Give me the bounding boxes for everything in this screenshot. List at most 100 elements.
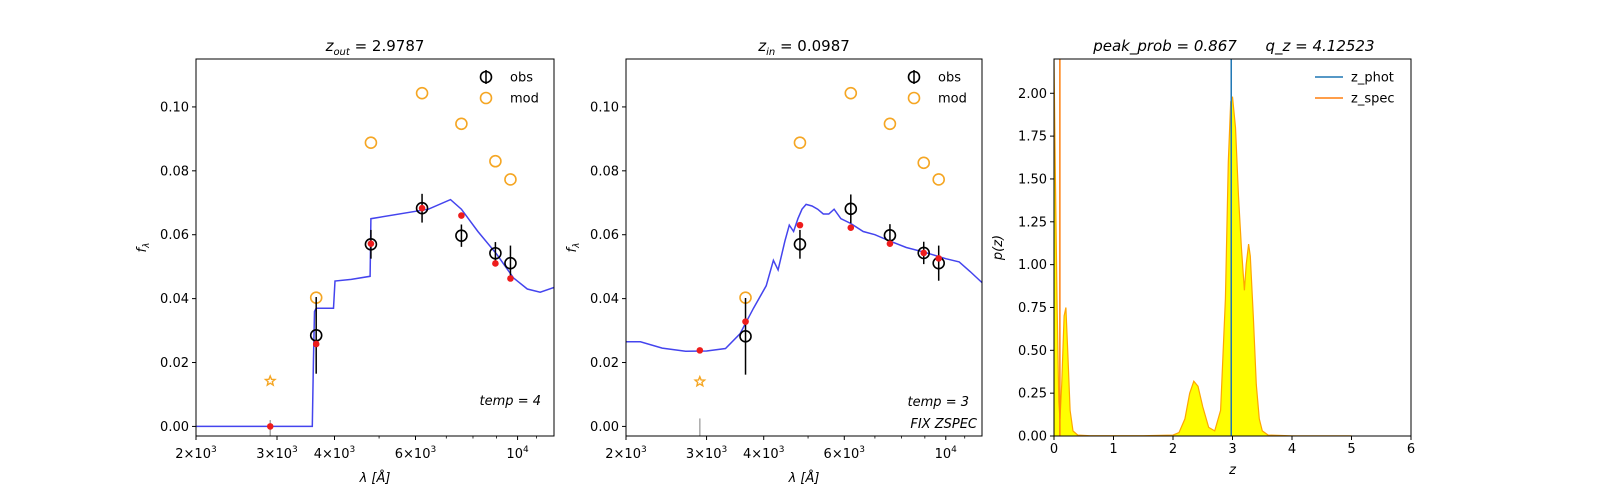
y-axis-label: fλ bbox=[565, 243, 582, 253]
y-tick-label: 0.10 bbox=[590, 100, 619, 115]
title-q-z: q_z = 4.12523 bbox=[1265, 37, 1374, 56]
mod-point bbox=[883, 117, 897, 131]
plot-area bbox=[626, 86, 982, 436]
pz-panel: 0.00 0.25 0.50 0.75 1.00 1.25 1.50 1.75 2.00 0 1 2 3… bbox=[991, 37, 1415, 478]
template-annotation: temp = 3 bbox=[908, 395, 969, 410]
obs-point bbox=[415, 201, 429, 215]
fix-zspec-annotation: FIX ZSPEC bbox=[910, 417, 978, 432]
legend-z-phot-label: z_phot bbox=[1351, 71, 1394, 86]
mod-point bbox=[489, 154, 502, 168]
mod-point bbox=[917, 156, 931, 170]
sed-curve bbox=[626, 203, 982, 353]
sed-panel-1: 0.000.020.040.060.080.102×103 3×103 4×103 6… bbox=[135, 37, 555, 486]
y-tick-label: 1.75 bbox=[1018, 130, 1047, 145]
y-tick-label: 0.08 bbox=[160, 164, 189, 179]
model-point bbox=[742, 318, 749, 325]
title-value: = 0.0987 bbox=[775, 37, 850, 55]
y-tick-label: 0.00 bbox=[160, 420, 189, 435]
obs-point bbox=[793, 238, 807, 251]
y-tick-label: 1.25 bbox=[1018, 215, 1047, 230]
title-peak-prob: peak_prob = 0.867 bbox=[1092, 37, 1237, 56]
legend-obs-marker bbox=[479, 70, 493, 84]
obs-point bbox=[504, 256, 517, 270]
mod-point bbox=[844, 86, 858, 100]
tick-base: 6×10 bbox=[395, 447, 431, 462]
legend-obs-marker bbox=[907, 70, 921, 84]
mod-point bbox=[793, 136, 807, 150]
legend-mod-label: mod bbox=[938, 92, 967, 107]
title-symbol: z bbox=[325, 37, 335, 55]
tick-base: 10 bbox=[935, 447, 952, 462]
title-subscript: out bbox=[333, 47, 350, 58]
y-tick-label: 0.02 bbox=[590, 356, 619, 371]
model-point bbox=[886, 240, 894, 247]
y-tick-label: 0.00 bbox=[1018, 430, 1047, 445]
x-tick-label: 6×103 bbox=[395, 445, 436, 462]
x-tick-label: 104 bbox=[935, 445, 958, 462]
tick-base: 10 bbox=[506, 447, 523, 462]
tick-base: 6×10 bbox=[824, 447, 860, 462]
x-tick-label: 3×103 bbox=[686, 445, 727, 462]
tick-exponent: 3 bbox=[292, 445, 298, 455]
legend-mod-marker bbox=[479, 91, 493, 105]
y-tick-label: 0.08 bbox=[590, 164, 619, 179]
y-axis-label: fλ bbox=[135, 243, 152, 253]
x-tick-label: 4×103 bbox=[314, 445, 355, 462]
model-point bbox=[458, 212, 465, 219]
x-tick-label: 1 bbox=[1109, 442, 1117, 457]
y-tick-label: 1.00 bbox=[1018, 258, 1047, 273]
x-tick-label: 104 bbox=[506, 445, 529, 462]
tick-base: 3×10 bbox=[256, 447, 292, 462]
sed-curve bbox=[196, 198, 554, 428]
y-label-symbol: f bbox=[565, 245, 580, 252]
model-point bbox=[418, 204, 426, 212]
legend-mod-label: mod bbox=[510, 92, 539, 107]
axes-frame bbox=[625, 58, 983, 437]
legend-obs-label: obs bbox=[938, 71, 961, 86]
y-tick-label: 0.10 bbox=[160, 100, 189, 115]
mod-point bbox=[455, 117, 468, 131]
x-tick-label: 2 bbox=[1169, 442, 1177, 457]
tick-exponent: 3 bbox=[430, 445, 436, 455]
tick-base: 4×10 bbox=[743, 447, 779, 462]
chart-title: zout = 2.9787 bbox=[325, 37, 425, 58]
sed-panel-2: 0.000.020.040.060.080.102×103 3×103 4×103 6… bbox=[565, 37, 983, 486]
model-point bbox=[492, 260, 499, 267]
tick-exponent: 4 bbox=[951, 445, 957, 455]
pz-curve bbox=[1054, 59, 1352, 436]
x-axis-label: λ [Å] bbox=[359, 470, 391, 486]
legend-obs-label: obs bbox=[510, 71, 533, 86]
tick-base: 3×10 bbox=[686, 447, 722, 462]
tick-exponent: 3 bbox=[859, 445, 865, 455]
plot-area bbox=[196, 86, 554, 436]
model-point bbox=[935, 255, 942, 262]
pz-fill bbox=[1054, 59, 1352, 436]
x-tick-label: 2×103 bbox=[175, 445, 216, 462]
y-tick-label: 0.02 bbox=[160, 356, 189, 371]
x-tick-label: 0 bbox=[1050, 442, 1058, 457]
y-tick-label: 1.50 bbox=[1018, 172, 1047, 187]
x-tick-label: 2×103 bbox=[605, 445, 646, 462]
y-tick-label: 2.00 bbox=[1018, 87, 1047, 102]
x-tick-label: 3 bbox=[1228, 442, 1236, 457]
y-label-symbol: f bbox=[135, 245, 150, 252]
obs-point bbox=[917, 246, 931, 260]
legend-mod-marker bbox=[907, 91, 921, 105]
obs-point bbox=[844, 202, 858, 216]
tick-base: 2×10 bbox=[605, 447, 641, 462]
x-tick-label: 5 bbox=[1347, 442, 1355, 457]
model-point bbox=[696, 347, 704, 354]
x-tick-label: 3×103 bbox=[256, 445, 297, 462]
x-axis-label: λ [Å] bbox=[788, 470, 820, 486]
tick-exponent: 3 bbox=[641, 445, 647, 455]
title-symbol: z bbox=[757, 37, 767, 55]
x-tick-label: 6×103 bbox=[824, 445, 865, 462]
y-tick-label: 0.75 bbox=[1018, 301, 1047, 316]
obs-point bbox=[364, 238, 378, 251]
template-annotation: temp = 4 bbox=[480, 394, 541, 409]
upper-limit-star bbox=[693, 374, 707, 388]
mod-point bbox=[364, 136, 378, 150]
y-tick-label: 0.06 bbox=[590, 228, 619, 243]
y-tick-label: 0.50 bbox=[1018, 344, 1047, 359]
